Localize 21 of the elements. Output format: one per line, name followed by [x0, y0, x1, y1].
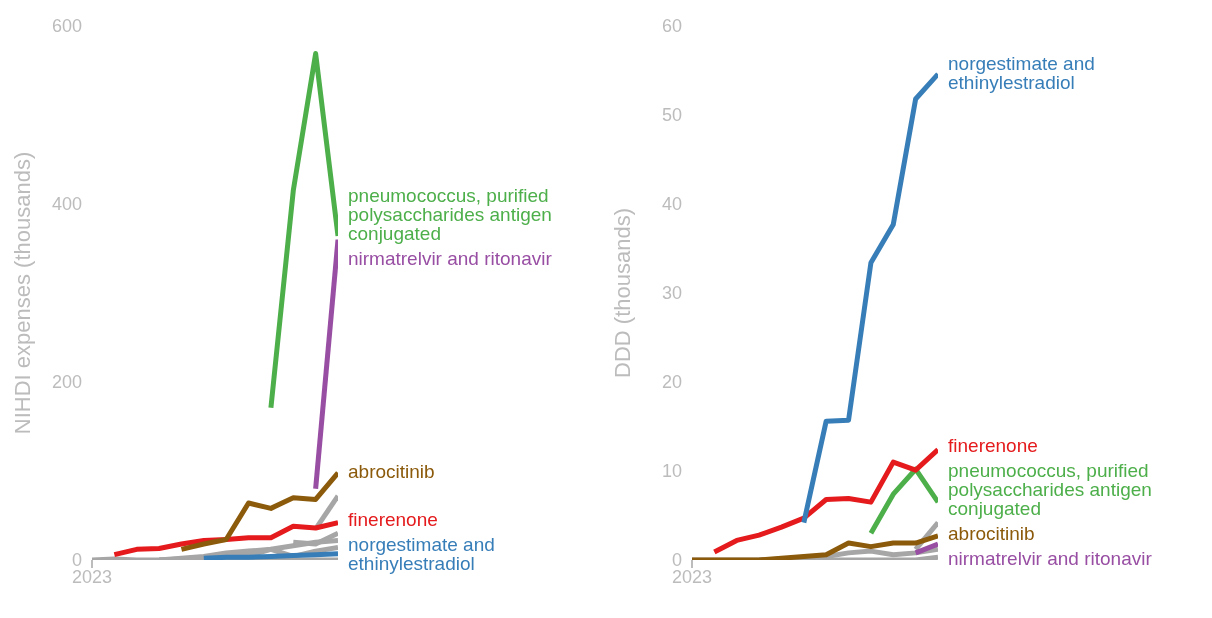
series-label: finerenone — [948, 435, 1038, 457]
y-tick-label: 30 — [661, 283, 682, 304]
y-tick-label: 600 — [51, 16, 82, 37]
series-label: pneumococcus, purified polysaccharides antigen conjugated — [348, 185, 552, 245]
series-label: nirmatrelvir and ritonavir — [348, 248, 553, 270]
y-axis-title: NIHDI expenses (thousands) — [9, 151, 35, 435]
series-label: finerenone — [348, 509, 438, 531]
series-label: abrocitinib — [948, 523, 1035, 545]
y-tick-label: 200 — [51, 372, 82, 393]
y-tick-label: 50 — [661, 105, 682, 126]
y-tick-label: 20 — [661, 372, 682, 393]
series-label: pneumococcus, purified polysaccharides antigen conjugated — [948, 460, 1152, 520]
y-tick-label: 10 — [661, 461, 682, 482]
y-axis-title: DDD (thousands) — [609, 208, 635, 378]
series-label: norgestimate and ethinylestradiol — [948, 53, 1095, 94]
y-tick-label: 400 — [51, 194, 82, 215]
y-tick-label: 40 — [661, 194, 682, 215]
series-label: nirmatrelvir and ritonavir — [948, 548, 1153, 570]
series-label: abrocitinib — [348, 461, 435, 483]
series-label: norgestimate and ethinylestradiol — [348, 534, 495, 575]
y-tick-label: 60 — [661, 16, 682, 37]
